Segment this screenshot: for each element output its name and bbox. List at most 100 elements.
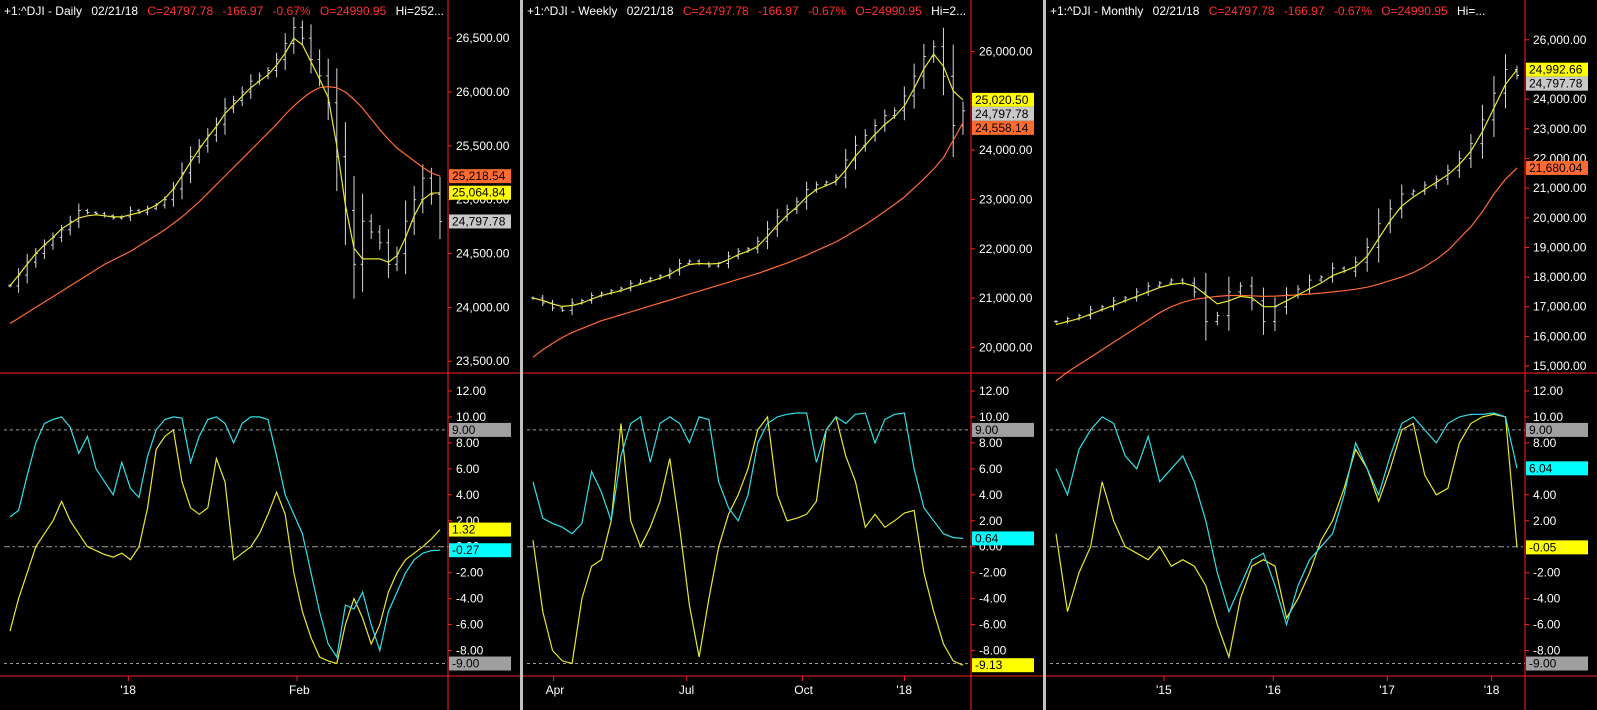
osc-tick-label: -6.00 bbox=[456, 618, 484, 632]
price-tick-label: 17,000.00 bbox=[1533, 300, 1587, 314]
monthly-chart-panel[interactable]: 26,000.0025,000.0024,000.0023,000.0022,0… bbox=[1046, 0, 1597, 710]
osc-value-tag-label: -0.27 bbox=[452, 543, 480, 557]
osc-value-tag-label: -9.00 bbox=[1529, 657, 1557, 671]
osc-tick-label: -8.00 bbox=[456, 644, 484, 658]
osc-value-tag-label: -9.13 bbox=[975, 658, 1003, 672]
price-tick-label: 26,000.00 bbox=[456, 85, 510, 99]
osc-value-tag bbox=[972, 422, 1034, 437]
weekly-header: +1:^DJI - Weekly 02/21/18 C=24797.78 -16… bbox=[527, 4, 967, 18]
osc-value-tag bbox=[449, 543, 511, 558]
osc-tick-label: 8.00 bbox=[1533, 436, 1557, 450]
osc-tick-label: -6.00 bbox=[1533, 618, 1561, 632]
osc-tick-label: 10.00 bbox=[979, 410, 1009, 424]
date-label: 02/21/18 bbox=[91, 4, 139, 18]
symbol-label: +1:^DJI - Monthly bbox=[1050, 4, 1144, 18]
pct-label: -0.67% bbox=[807, 4, 846, 18]
osc-tick-label: -2.00 bbox=[1533, 566, 1561, 580]
date-label: 02/21/18 bbox=[1152, 4, 1200, 18]
osc-tick-label: 4.00 bbox=[456, 488, 480, 502]
osc-value-tag-label: -9.00 bbox=[452, 657, 480, 671]
osc-tick-label: 12.00 bbox=[1533, 384, 1563, 398]
price-tick-label: 24,000.00 bbox=[456, 300, 510, 314]
osc-tick-label: 4.00 bbox=[1533, 488, 1557, 502]
price-tick-label: 22,000.00 bbox=[979, 242, 1033, 256]
close-label: C=24797.78 bbox=[682, 4, 749, 18]
fast-ma-line bbox=[532, 52, 964, 308]
price-value-tag bbox=[972, 92, 1034, 107]
weekly-chart-panel[interactable]: 26,000.0025,000.0024,000.0023,000.0022,0… bbox=[523, 0, 1043, 710]
slow-ma-line bbox=[9, 85, 441, 325]
price-value-tag-label: 21,680.04 bbox=[1529, 161, 1583, 175]
osc-value-tag bbox=[972, 658, 1034, 673]
osc-value-tag bbox=[1526, 656, 1588, 671]
osc-tick-label: 10.00 bbox=[1533, 410, 1563, 424]
osc-tick-label: 12.00 bbox=[456, 384, 486, 398]
daily-chart-panel[interactable]: 26,500.0026,000.0025,500.0025,000.0024,5… bbox=[0, 0, 520, 710]
osc-tick-label: -4.00 bbox=[1533, 592, 1561, 606]
price-tick-label: 20,000.00 bbox=[1533, 211, 1587, 225]
pct-label: -0.67% bbox=[1333, 4, 1372, 18]
x-tick-label: '18 bbox=[120, 683, 136, 697]
weekly-chart-svg[interactable]: 26,000.0025,000.0024,000.0023,000.0022,0… bbox=[523, 0, 1043, 710]
price-value-tag bbox=[1526, 62, 1588, 77]
price-tick-label: 25,500.00 bbox=[456, 139, 510, 153]
price-tick-label: 23,500.00 bbox=[456, 354, 510, 368]
x-tick-label: '18 bbox=[1484, 683, 1500, 697]
osc-tick-label: 6.00 bbox=[979, 462, 1003, 476]
osc-value-tag bbox=[972, 531, 1034, 546]
price-tick-label: 20,000.00 bbox=[979, 340, 1033, 354]
osc-value-tag-label: 6.04 bbox=[1529, 461, 1553, 475]
osc-value-tag bbox=[1526, 461, 1588, 476]
osc-tick-label: 2.00 bbox=[979, 514, 1003, 528]
daily-chart-svg[interactable]: 26,500.0026,000.0025,500.0025,000.0024,5… bbox=[0, 0, 520, 710]
x-tick-label: '16 bbox=[1265, 683, 1281, 697]
osc-tick-label: 6.00 bbox=[456, 462, 480, 476]
price-tick-label: 26,000.00 bbox=[1533, 33, 1587, 47]
change-label: -166.97 bbox=[1283, 4, 1325, 18]
osc-tick-label: -4.00 bbox=[979, 592, 1007, 606]
close-label: C=24797.78 bbox=[1208, 4, 1275, 18]
price-value-tag-label: 25,064.84 bbox=[452, 186, 506, 200]
pct-label: -0.67% bbox=[272, 4, 311, 18]
osc-value-tag-label: 9.00 bbox=[452, 423, 476, 437]
osc-tick-label: 8.00 bbox=[979, 436, 1003, 450]
change-label: -166.97 bbox=[222, 4, 264, 18]
osc-tick-label: -6.00 bbox=[979, 618, 1007, 632]
osc-tick-label: -2.00 bbox=[456, 566, 484, 580]
price-tick-label: 16,000.00 bbox=[1533, 329, 1587, 343]
open-label: O=24990.95 bbox=[855, 4, 922, 18]
change-label: -166.97 bbox=[757, 4, 799, 18]
osc-slow-line bbox=[9, 428, 441, 665]
price-value-tag bbox=[1526, 160, 1588, 175]
price-value-tag bbox=[449, 185, 511, 200]
osc-tick-label: 2.00 bbox=[1533, 514, 1557, 528]
osc-value-tag-label: 0.64 bbox=[975, 531, 999, 545]
price-value-tag bbox=[449, 214, 511, 229]
hi-label: Hi=2... bbox=[931, 4, 967, 18]
price-value-tag bbox=[449, 169, 511, 184]
price-value-tag bbox=[1526, 76, 1588, 91]
date-label: 02/21/18 bbox=[626, 4, 674, 18]
price-tick-label: 19,000.00 bbox=[1533, 240, 1587, 254]
price-tick-label: 18,000.00 bbox=[1533, 270, 1587, 284]
x-tick-label: '17 bbox=[1379, 683, 1395, 697]
symbol-label: +1:^DJI - Weekly bbox=[527, 4, 618, 18]
x-tick-label: Feb bbox=[289, 683, 310, 697]
price-tick-label: 26,000.00 bbox=[979, 45, 1033, 59]
x-tick-label: Oct bbox=[794, 683, 813, 697]
hi-label: Hi=252... bbox=[395, 4, 445, 18]
x-tick-label: Jul bbox=[679, 683, 694, 697]
price-tick-label: 15,000.00 bbox=[1533, 359, 1587, 373]
osc-value-tag bbox=[449, 522, 511, 537]
fast-ma-line bbox=[9, 37, 441, 287]
monthly-chart-svg[interactable]: 26,000.0025,000.0024,000.0023,000.0022,0… bbox=[1046, 0, 1597, 710]
osc-value-tag bbox=[1526, 422, 1588, 437]
osc-tick-label: 4.00 bbox=[979, 488, 1003, 502]
price-tick-label: 21,000.00 bbox=[1533, 181, 1587, 195]
osc-tick-label: 12.00 bbox=[979, 384, 1009, 398]
osc-fast-line bbox=[1055, 412, 1518, 627]
price-tick-label: 23,000.00 bbox=[1533, 122, 1587, 136]
osc-value-tag bbox=[1526, 540, 1588, 555]
x-tick-label: '15 bbox=[1156, 683, 1172, 697]
osc-fast-line bbox=[532, 412, 964, 539]
